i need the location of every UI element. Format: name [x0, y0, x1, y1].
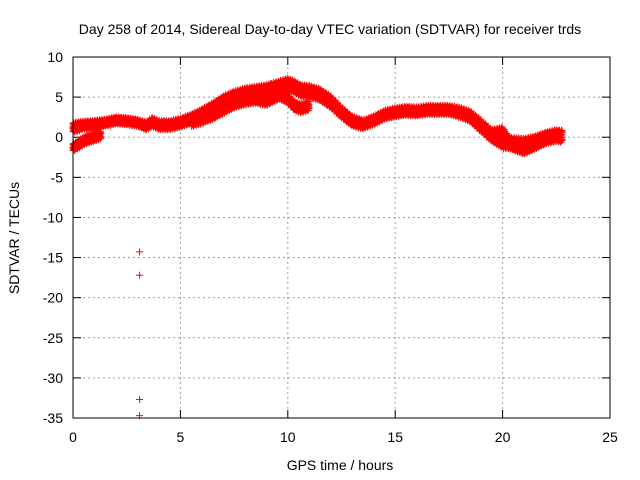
data-points — [69, 74, 566, 420]
x-axis-label: GPS time / hours — [287, 457, 394, 473]
y-tick-label: -30 — [43, 370, 63, 386]
x-tick-label: 15 — [387, 429, 403, 445]
x-tick-label: 25 — [602, 429, 618, 445]
y-tick-label: -15 — [43, 250, 63, 266]
upper-trace — [69, 74, 566, 154]
y-tick-label: -20 — [43, 290, 63, 306]
x-tick-label: 5 — [177, 429, 185, 445]
y-tick-label: -5 — [51, 169, 64, 185]
axis-ticks: 10 5 0 -5 -10 -15 -20 -25 -30 -35 0 5 10 15 20 25 — [43, 49, 618, 445]
y-axis-label: SDTVAR / TECUs — [6, 182, 22, 294]
y-tick-label: -35 — [43, 410, 63, 426]
x-tick-label: 0 — [69, 429, 77, 445]
x-tick-label: 20 — [495, 429, 511, 445]
chart-title: Day 258 of 2014, Sidereal Day-to-day VTE… — [79, 21, 581, 37]
y-tick-label: -25 — [43, 330, 63, 346]
y-tick-label: 10 — [47, 49, 63, 65]
x-tick-label: 10 — [280, 429, 296, 445]
y-tick-label: 0 — [55, 129, 63, 145]
y-tick-label: 5 — [55, 89, 63, 105]
y-tick-label: -10 — [43, 209, 63, 225]
